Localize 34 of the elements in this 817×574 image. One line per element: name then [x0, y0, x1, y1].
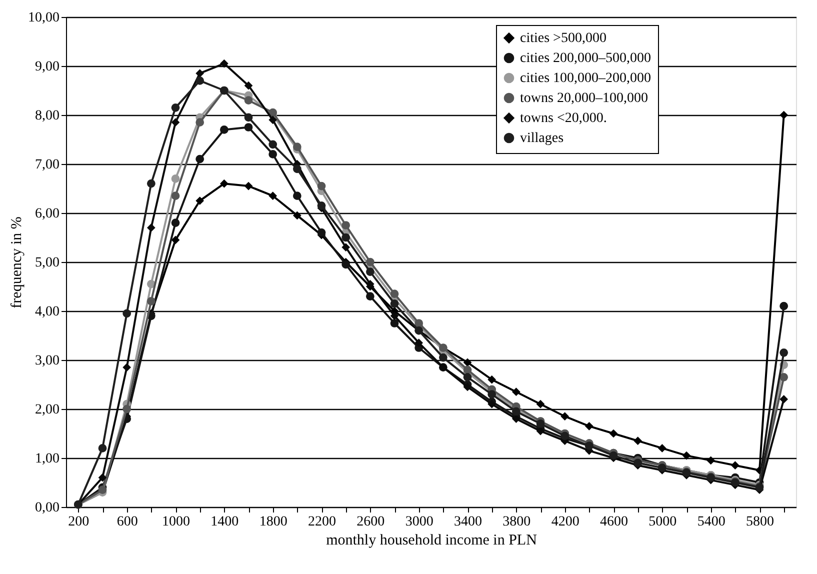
y-tick-label: 0,00	[35, 500, 60, 516]
y-tick-label: 4,00	[35, 304, 60, 320]
y-axis-title: frequency in %	[9, 216, 25, 308]
x-tick-label: 5400	[697, 514, 726, 530]
legend-label: villages	[520, 131, 564, 146]
x-tick-label: 1400	[210, 514, 239, 530]
legend-label: towns 20,000–100,000	[520, 91, 648, 106]
y-tick-label: 7,00	[35, 158, 60, 172]
legend-label: towns <20,000.	[520, 111, 607, 126]
x-tick-label: 2600	[356, 514, 385, 530]
y-tick-label: 3,00	[35, 354, 60, 368]
x-tick-label: 5800	[746, 514, 774, 530]
x-tick-label: 200	[68, 514, 90, 530]
y-tick-label: 10,00	[28, 10, 60, 26]
x-tick-label: 4200	[551, 514, 580, 530]
y-tick-label: 1,00	[35, 452, 60, 466]
y-tick-label: 9,00	[35, 60, 60, 74]
legend-label: cities 200,000–500,000	[520, 51, 652, 66]
legend-label: cities >500,000	[520, 31, 606, 46]
x-tick-label: 600	[116, 514, 138, 530]
x-tick-label: 3000	[405, 514, 434, 530]
x-tick-label: 3800	[502, 514, 531, 530]
x-tick-label: 1800	[259, 514, 288, 530]
x-tick-label: 2200	[308, 514, 336, 530]
x-tick-label: 1000	[162, 514, 190, 530]
y-tick-label: 2,00	[35, 402, 60, 418]
y-tick-label: 6,00	[35, 206, 60, 222]
y-tick-label: 8,00	[35, 108, 60, 124]
legend-label: cities 100,000–200,000	[520, 71, 652, 86]
x-tick-label: 4600	[600, 514, 628, 530]
x-axis-title: monthly household income in PLN	[326, 532, 538, 548]
x-tick-label: 5000	[648, 514, 677, 530]
y-tick-label: 5,00	[35, 256, 60, 270]
x-tick-label: 3400	[454, 514, 482, 530]
